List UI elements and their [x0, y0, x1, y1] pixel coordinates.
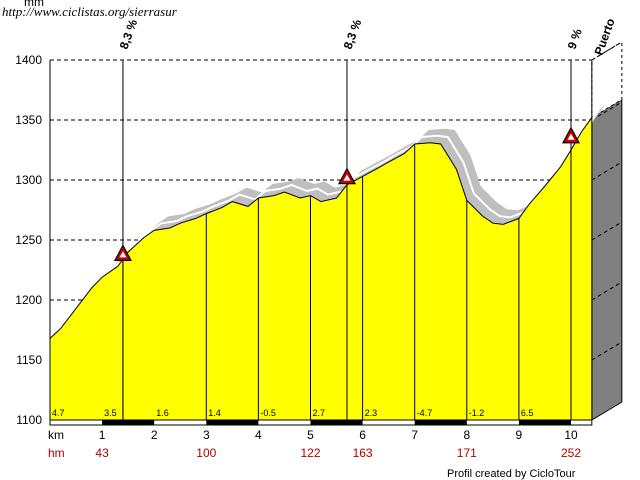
x-axis-bar-segment [102, 420, 155, 425]
warning-triangle-inner [567, 133, 575, 140]
x-tick-label: 9 [516, 428, 523, 442]
x-axis-bar-segment [206, 420, 259, 425]
hm-value: 100 [196, 446, 216, 460]
y-tick-label: 1150 [16, 353, 42, 367]
shadow-polygon [50, 103, 606, 339]
y-tick-label: 1300 [15, 173, 42, 187]
source-url: http://www.ciclistas.org/sierrasur [2, 4, 178, 19]
grid-line-depth [591, 41, 623, 61]
gradient-annotation: 9 % [565, 26, 585, 51]
axes [49, 60, 593, 426]
y-tick-label: 1250 [15, 233, 42, 247]
hm-value: 163 [353, 446, 373, 460]
x-axis-bar-segment [518, 420, 571, 425]
x-tick-label: 1 [99, 428, 106, 442]
x-tick-label: 8 [463, 428, 470, 442]
y-tick-label: 1400 [15, 53, 42, 67]
y-tick-label: 1100 [16, 413, 42, 427]
segment-gradient: -0.5 [260, 408, 276, 418]
segment-gradient: 2.3 [365, 408, 378, 418]
side-face [591, 98, 623, 421]
hm-value: 122 [300, 446, 320, 460]
segment-gradient: 4.7 [52, 408, 65, 418]
segment-gradient: 1.6 [156, 408, 169, 418]
x-tick-label: 4 [255, 428, 262, 442]
km-label: km [48, 428, 64, 442]
segment-gradient: 2.7 [313, 408, 326, 418]
x-tick-label: 7 [411, 428, 418, 442]
warning-triangle-inner [343, 174, 351, 181]
x-axis-bar-segment [414, 420, 467, 425]
grid-line-depth [591, 281, 623, 301]
credit-text: Profil created by CicloTour [447, 468, 576, 480]
x-tick-label: 6 [359, 428, 366, 442]
gradient-annotation: 8,3 % [117, 17, 141, 51]
profile-line [49, 117, 593, 339]
y-tick-label: 1350 [15, 113, 42, 127]
x-axis-bar-segment [310, 420, 363, 425]
gradient-annotation: 8,3 % [341, 17, 365, 51]
hm-value: 252 [561, 446, 581, 460]
grid-line-depth [591, 221, 623, 241]
profile-area [49, 117, 593, 420]
axis-labels: 1100 1150 1200 1250 1300 1350 1400 1 2 3 4 5 6 7 8 9 10 4… [15, 53, 581, 460]
y-tick-label: 1200 [15, 293, 42, 307]
x-tick-label: 5 [307, 428, 314, 442]
grid-line-depth [591, 161, 623, 181]
grid-line-depth [591, 101, 623, 121]
shadow-highlight [56, 110, 600, 333]
profile-fill [50, 117, 592, 420]
hm-label: hm [48, 446, 65, 460]
segment-gradient: 6.5 [521, 408, 534, 418]
hm-value: 171 [457, 446, 477, 460]
segment-gradient: 3.5 [104, 408, 117, 418]
segment-gradient: 1.4 [208, 408, 221, 418]
x-tick-label: 3 [203, 428, 210, 442]
x-tick-label: 2 [151, 428, 158, 442]
grid-line-depth [591, 341, 623, 361]
warning-triangle-inner [119, 251, 127, 258]
x-tick-label: 10 [564, 428, 578, 442]
segment-gradient: -4.7 [417, 408, 433, 418]
shadow-band [50, 103, 606, 339]
segment-gradient: -1.2 [469, 408, 485, 418]
unit-top: mm [24, 0, 44, 9]
hm-value: 43 [95, 446, 109, 460]
chart-3d-side [591, 41, 623, 421]
